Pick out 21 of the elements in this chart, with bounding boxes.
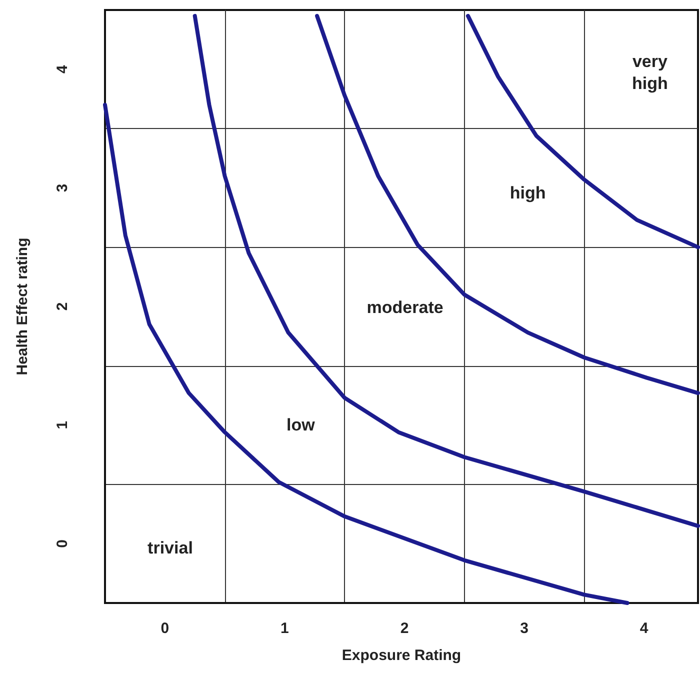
annotation: trivial <box>148 538 193 558</box>
x-tick-label: 2 <box>400 620 409 637</box>
x-axis-title: Exposure Rating <box>342 647 462 664</box>
y-tick-label: 0 <box>54 540 71 548</box>
line-series <box>315 14 700 396</box>
annotation: moderate <box>366 298 444 318</box>
line-series <box>103 102 630 605</box>
y-tick-label: 2 <box>54 302 71 311</box>
y-tick-label: 3 <box>54 184 71 192</box>
line-series <box>466 14 700 250</box>
x-tick-label: 3 <box>520 620 528 637</box>
line-series <box>192 14 700 528</box>
annotation: low <box>286 416 316 435</box>
y-tick-label: 4 <box>54 64 71 74</box>
y-axis-title: Health Effect rating <box>14 238 31 376</box>
annotation: high <box>510 184 546 203</box>
x-tick-label: 1 <box>280 620 289 637</box>
annotation: very high <box>632 52 668 93</box>
y-tick-label: 1 <box>54 420 71 430</box>
x-tick-label: 0 <box>160 620 170 637</box>
x-tick-label: 4 <box>640 620 649 637</box>
